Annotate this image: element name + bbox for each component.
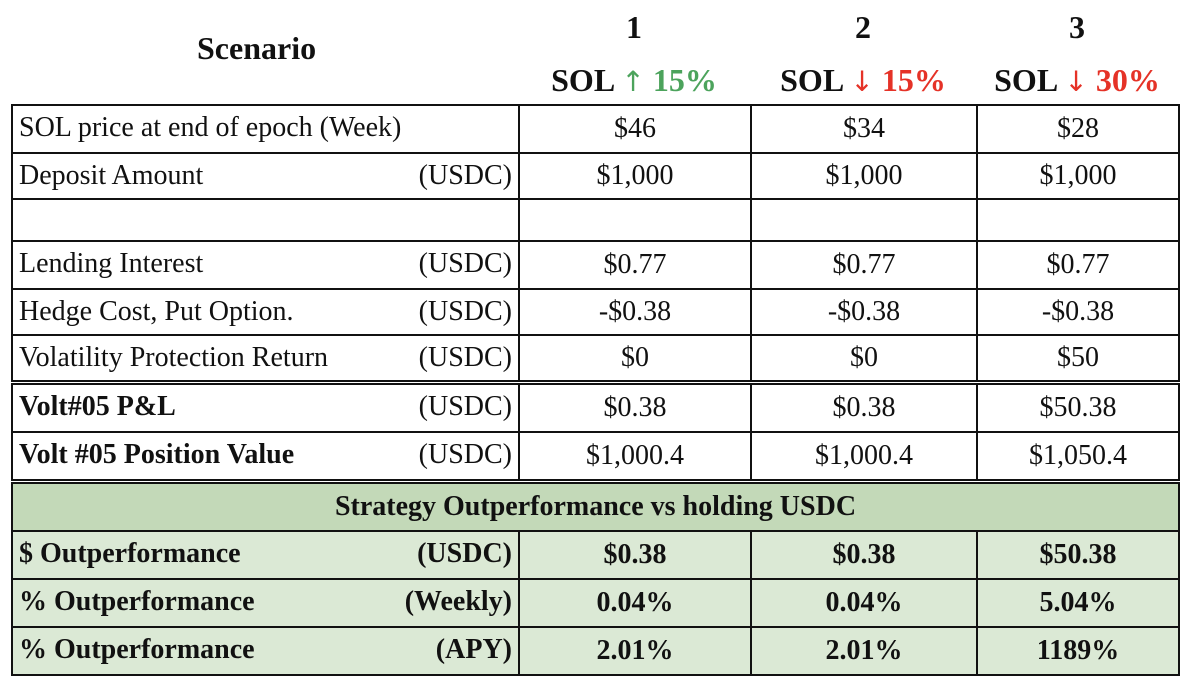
table-cell (750, 198, 978, 242)
table-row: Lending Interest (USDC) $0.77 $0.77 $0.7… (11, 240, 1180, 290)
table-cell: $1,000.4 (750, 431, 978, 483)
row-unit: (USDC) (418, 439, 512, 470)
row-label-cell: $ Outperformance (USDC) (11, 530, 520, 580)
table-cell: 0.04% (750, 578, 978, 628)
row-label: Deposit Amount (19, 160, 204, 191)
row-label: % Outperformance (19, 634, 255, 665)
arrow-down-icon: ↓ (1064, 65, 1088, 98)
row-label: Hedge Cost, Put Option. (19, 296, 294, 327)
row-label-cell: % Outperformance (Weekly) (11, 578, 520, 628)
row-unit: (USDC) (418, 160, 512, 191)
table-row: Hedge Cost, Put Option. (USDC) -$0.38 -$… (11, 288, 1180, 336)
change-percent: 15% (881, 62, 946, 98)
table-cell: $46 (518, 104, 752, 154)
table-cell: 2.01% (518, 626, 752, 676)
row-label-cell: Volatility Protection Return (USDC) (11, 334, 520, 384)
table-cell: $1,050.4 (976, 431, 1180, 483)
table-row: % Outperformance (Weekly) 0.04% 0.04% 5.… (11, 578, 1180, 628)
scenario-title: Scenario (197, 30, 317, 66)
empty-row (11, 198, 1180, 242)
table-cell: 0.04% (518, 578, 752, 628)
scenario-2-header: 2 SOL ↓ 15% (750, 8, 976, 102)
row-label-cell: SOL price at end of epoch (Week) (11, 104, 520, 154)
scenario-change-label: SOL ↓ 15% (780, 62, 946, 98)
scenario-1-header: 1 SOL ↑ 15% (518, 8, 750, 102)
table-cell: $0.38 (518, 530, 752, 580)
scenario-change-label: SOL ↓ 30% (994, 62, 1160, 98)
row-unit: (APY) (435, 634, 512, 665)
row-label-cell: % Outperformance (APY) (11, 626, 520, 676)
table-row: $ Outperformance (USDC) $0.38 $0.38 $50.… (11, 530, 1180, 580)
scenario-3-header: 3 SOL ↓ 30% (976, 8, 1178, 102)
table-row: % Outperformance (APY) 2.01% 2.01% 1189% (11, 626, 1180, 676)
table-cell: $0.38 (518, 380, 752, 433)
summary-title: Strategy Outperformance vs holding USDC (11, 479, 1180, 532)
row-unit: (USDC) (418, 248, 512, 279)
row-label: Lending Interest (19, 248, 204, 279)
scenario-table: SOL price at end of epoch (Week) $46 $34… (11, 104, 1180, 676)
table-row: Deposit Amount (USDC) $1,000 $1,000 $1,0… (11, 152, 1180, 200)
table-cell: $0 (518, 334, 752, 384)
table-cell: -$0.38 (518, 288, 752, 336)
row-label: SOL price at end of epoch (Week) (19, 112, 402, 143)
row-unit: (USDC) (417, 538, 512, 569)
scenario-number: 3 (1069, 9, 1085, 45)
row-label: % Outperformance (19, 586, 255, 617)
table-cell: $0.77 (750, 240, 978, 290)
table-cell: $1,000.4 (518, 431, 752, 483)
table-cell: $28 (976, 104, 1180, 154)
table-cell: $0.38 (750, 380, 978, 433)
scenario-number: 1 (626, 9, 642, 45)
row-unit: (USDC) (418, 342, 512, 373)
table-cell: -$0.38 (976, 288, 1180, 336)
table-cell: $34 (750, 104, 978, 154)
row-label: Volt#05 P&L (19, 391, 176, 422)
summary-header-row: Strategy Outperformance vs holding USDC (11, 479, 1180, 532)
table-cell: $1,000 (518, 152, 752, 200)
row-unit: (USDC) (418, 391, 512, 422)
scenario-number: 2 (855, 9, 871, 45)
table-cell (11, 198, 520, 242)
row-label: $ Outperformance (19, 538, 241, 569)
table-cell: $50.38 (976, 530, 1180, 580)
row-unit: (Weekly) (404, 586, 512, 617)
table-cell: $50.38 (976, 380, 1180, 433)
table-cell: -$0.38 (750, 288, 978, 336)
table-cell: $0 (750, 334, 978, 384)
change-percent: 30% (1095, 62, 1160, 98)
table-cell (976, 198, 1180, 242)
scenario-change-label: SOL ↑ 15% (551, 62, 717, 98)
table-cell: $0.38 (750, 530, 978, 580)
row-label: Volt #05 Position Value (19, 439, 295, 470)
table-cell (518, 198, 752, 242)
table-header: Scenario 1 SOL ↑ 15% 2 SOL ↓ 15% 3 SOL ↓… (0, 0, 1186, 104)
table-cell: 1189% (976, 626, 1180, 676)
table-cell: $1,000 (976, 152, 1180, 200)
row-label: Volatility Protection Return (19, 342, 329, 373)
table-cell: $50 (976, 334, 1180, 384)
table-row: Volatility Protection Return (USDC) $0 $… (11, 334, 1180, 384)
row-label-cell: Hedge Cost, Put Option. (USDC) (11, 288, 520, 336)
table-row: SOL price at end of epoch (Week) $46 $34… (11, 104, 1180, 154)
arrow-up-icon: ↑ (621, 65, 645, 98)
table-cell: 5.04% (976, 578, 1180, 628)
table-row: Volt #05 Position Value (USDC) $1,000.4 … (11, 431, 1180, 483)
table-cell: 2.01% (750, 626, 978, 676)
table-cell: $0.77 (976, 240, 1180, 290)
table-cell: $1,000 (750, 152, 978, 200)
row-unit: (USDC) (418, 296, 512, 327)
table-row: Volt#05 P&L (USDC) $0.38 $0.38 $50.38 (11, 380, 1180, 433)
change-percent: 15% (652, 62, 717, 98)
arrow-down-icon: ↓ (850, 65, 874, 98)
row-label-cell: Deposit Amount (USDC) (11, 152, 520, 200)
table-cell: $0.77 (518, 240, 752, 290)
row-label-cell: Volt #05 Position Value (USDC) (11, 431, 520, 483)
row-label-cell: Volt#05 P&L (USDC) (11, 380, 520, 433)
row-label-cell: Lending Interest (USDC) (11, 240, 520, 290)
